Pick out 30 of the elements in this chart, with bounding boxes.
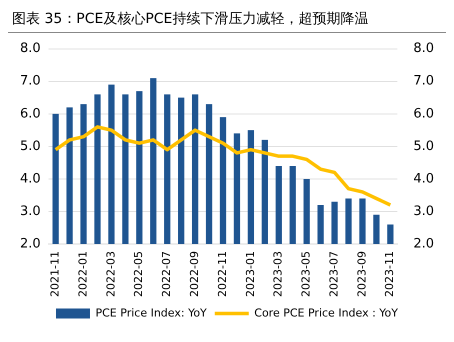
- y2-tick-label: 6.0: [413, 106, 434, 122]
- y2-tick-label: 7.0: [413, 74, 434, 89]
- x-tick-label: 2023-03: [272, 251, 285, 298]
- x-tick-label: 2022-07: [160, 251, 174, 298]
- x-tick-label: 2023-11: [383, 251, 396, 298]
- x-tick-label: 2022-01: [76, 251, 90, 298]
- x-tick-label: 2022-03: [104, 251, 118, 298]
- y-tick-label: 2.0: [20, 236, 41, 252]
- y-tick-label: 5.0: [20, 138, 41, 154]
- chart-title: 图表 35：PCE及核心PCE持续下滑压力减轻，超预期降温: [8, 8, 446, 33]
- x-tick-label: 2023-07: [327, 251, 340, 298]
- y-tick-label: 3.0: [20, 204, 41, 219]
- y-tick-label: 7.0: [20, 74, 41, 89]
- x-tick-label: 2021-11: [48, 251, 62, 298]
- y-tick-label: 8.0: [20, 41, 41, 56]
- legend-label: PCE Price Index: YoY: [95, 306, 208, 320]
- y-tick-label: 6.0: [20, 106, 41, 122]
- y2-tick-label: 2.0: [413, 236, 434, 252]
- x-tick-label: 2022-11: [216, 251, 229, 298]
- x-tick-label: 2023-01: [244, 251, 257, 298]
- y2-tick-label: 3.0: [413, 204, 434, 219]
- x-tick-label: 2023-05: [300, 251, 313, 298]
- x-tick-label: 2023-09: [355, 251, 368, 298]
- x-tick-label: 2022-09: [188, 251, 201, 298]
- y2-tick-label: 8.0: [413, 41, 434, 56]
- legend-label: Core PCE Price Index : YoY: [254, 306, 398, 320]
- x-tick-label: 2022-05: [132, 251, 146, 298]
- y2-tick-label: 5.0: [413, 138, 434, 154]
- y-tick-label: 4.0: [20, 171, 41, 186]
- y2-tick-label: 4.0: [413, 171, 434, 186]
